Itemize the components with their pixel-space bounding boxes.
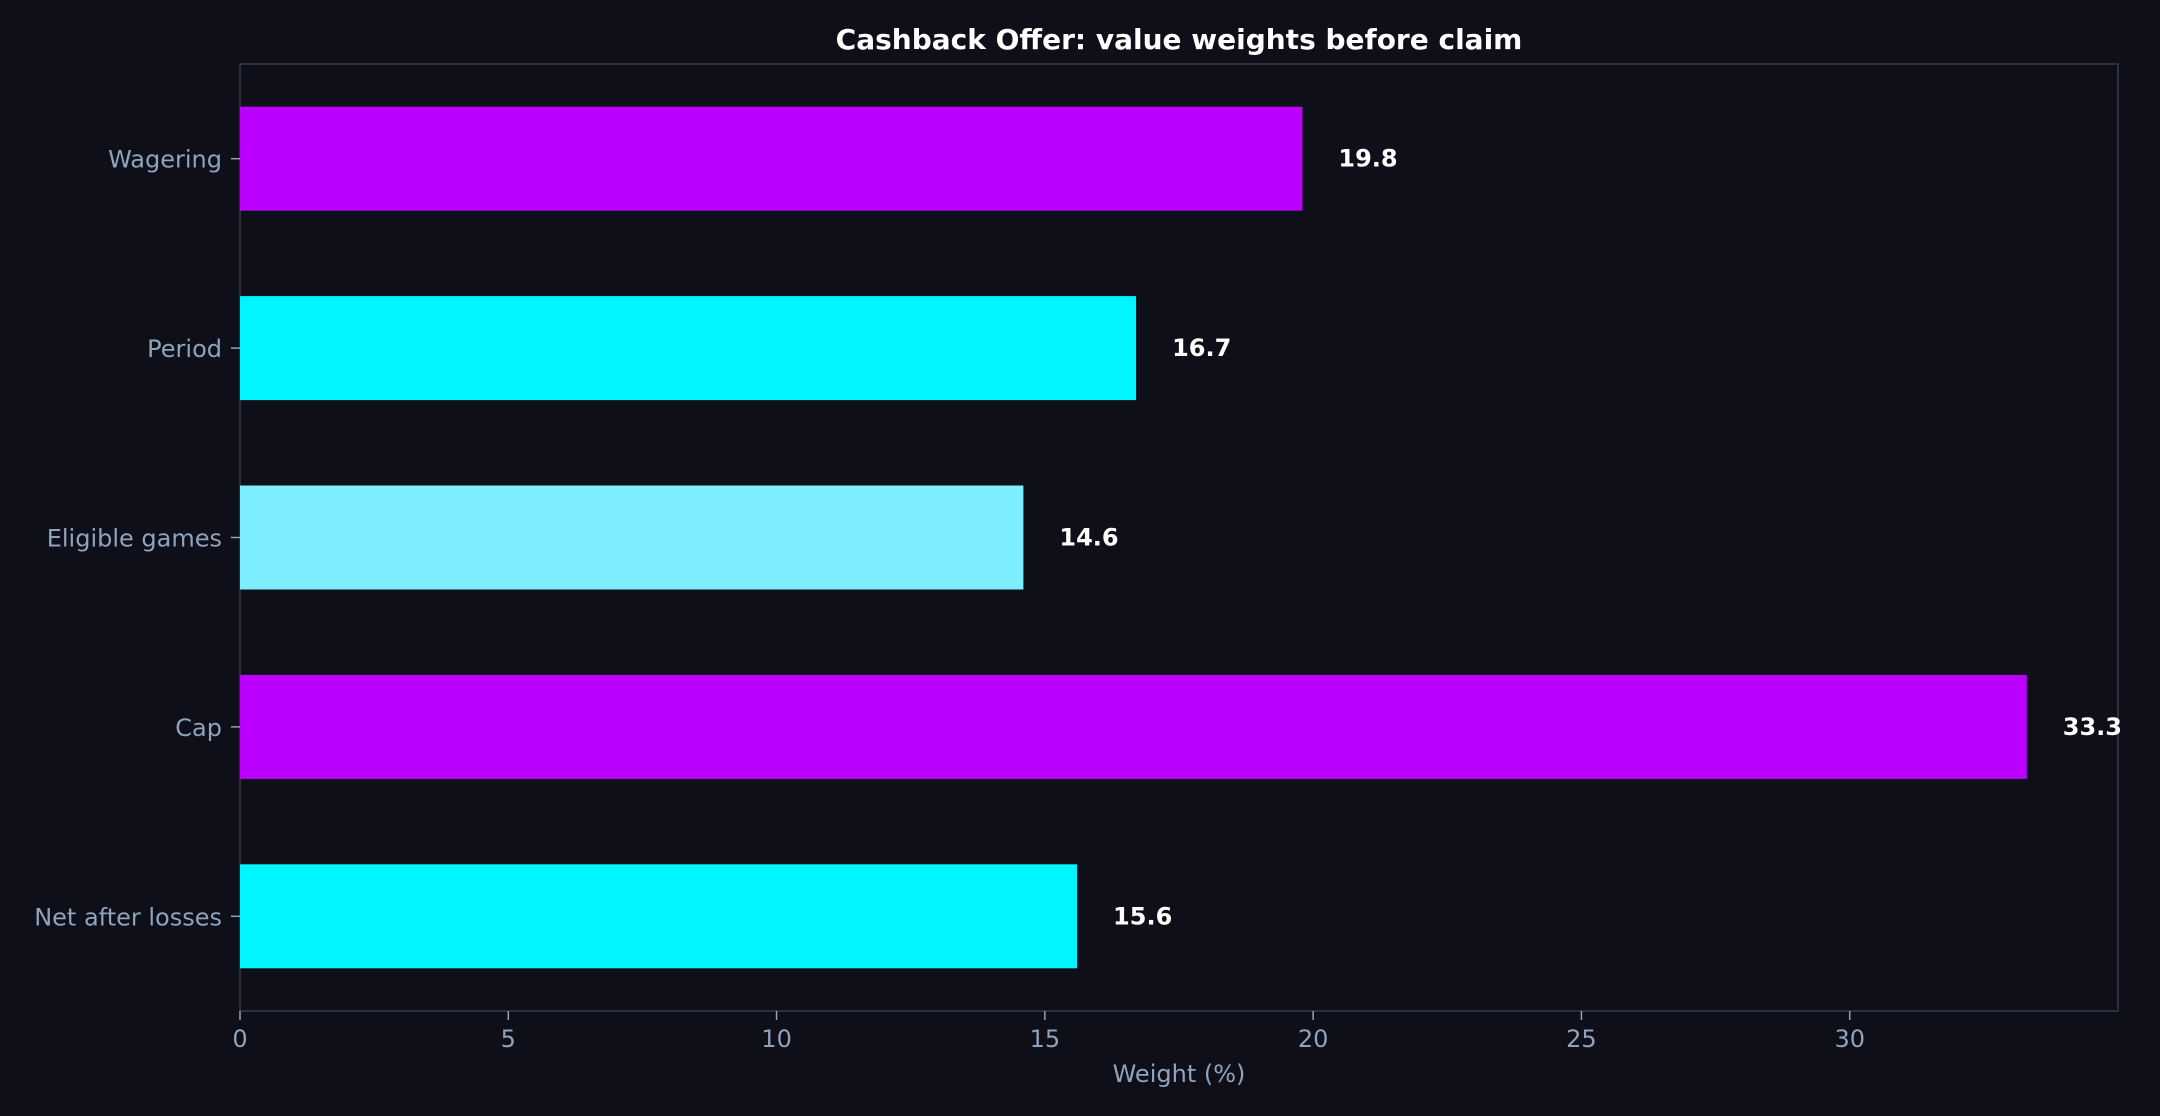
bar-eligible-games — [240, 485, 1024, 590]
bar-wagering — [240, 106, 1303, 211]
y-tick-label: Eligible games — [47, 525, 222, 553]
value-label: 33.3 — [2063, 713, 2122, 741]
x-axis: 0 5 10 15 20 25 30 — [232, 1011, 1865, 1053]
x-tick-label: 20 — [1298, 1025, 1329, 1053]
y-tick-label: Cap — [175, 714, 222, 742]
value-label: 14.6 — [1059, 524, 1118, 552]
bar-net-after-losses — [240, 864, 1078, 969]
x-tick-label: 5 — [501, 1025, 516, 1053]
x-tick-label: 25 — [1566, 1025, 1597, 1053]
value-labels-group: 19.8 16.7 14.6 33.3 15.6 — [1059, 145, 2122, 931]
y-axis: Wagering Period Eligible games Cap Net after… — [34, 146, 240, 931]
y-tick-label: Net after losses — [34, 903, 222, 931]
x-tick-label: 0 — [232, 1025, 247, 1053]
value-label: 19.8 — [1338, 145, 1397, 173]
y-tick-label: Wagering — [108, 146, 222, 174]
bars-group — [240, 106, 2027, 969]
value-label: 16.7 — [1172, 334, 1231, 362]
x-axis-label: Weight (%) — [1113, 1060, 1246, 1088]
bar-period — [240, 296, 1137, 401]
chart-title: Cashback Offer: value weights before cla… — [836, 23, 1523, 56]
bar-cap — [240, 674, 2027, 779]
y-tick-label: Period — [147, 335, 222, 363]
x-tick-label: 30 — [1834, 1025, 1865, 1053]
x-tick-label: 10 — [761, 1025, 792, 1053]
value-label: 15.6 — [1113, 902, 1172, 930]
x-tick-label: 15 — [1030, 1025, 1061, 1053]
